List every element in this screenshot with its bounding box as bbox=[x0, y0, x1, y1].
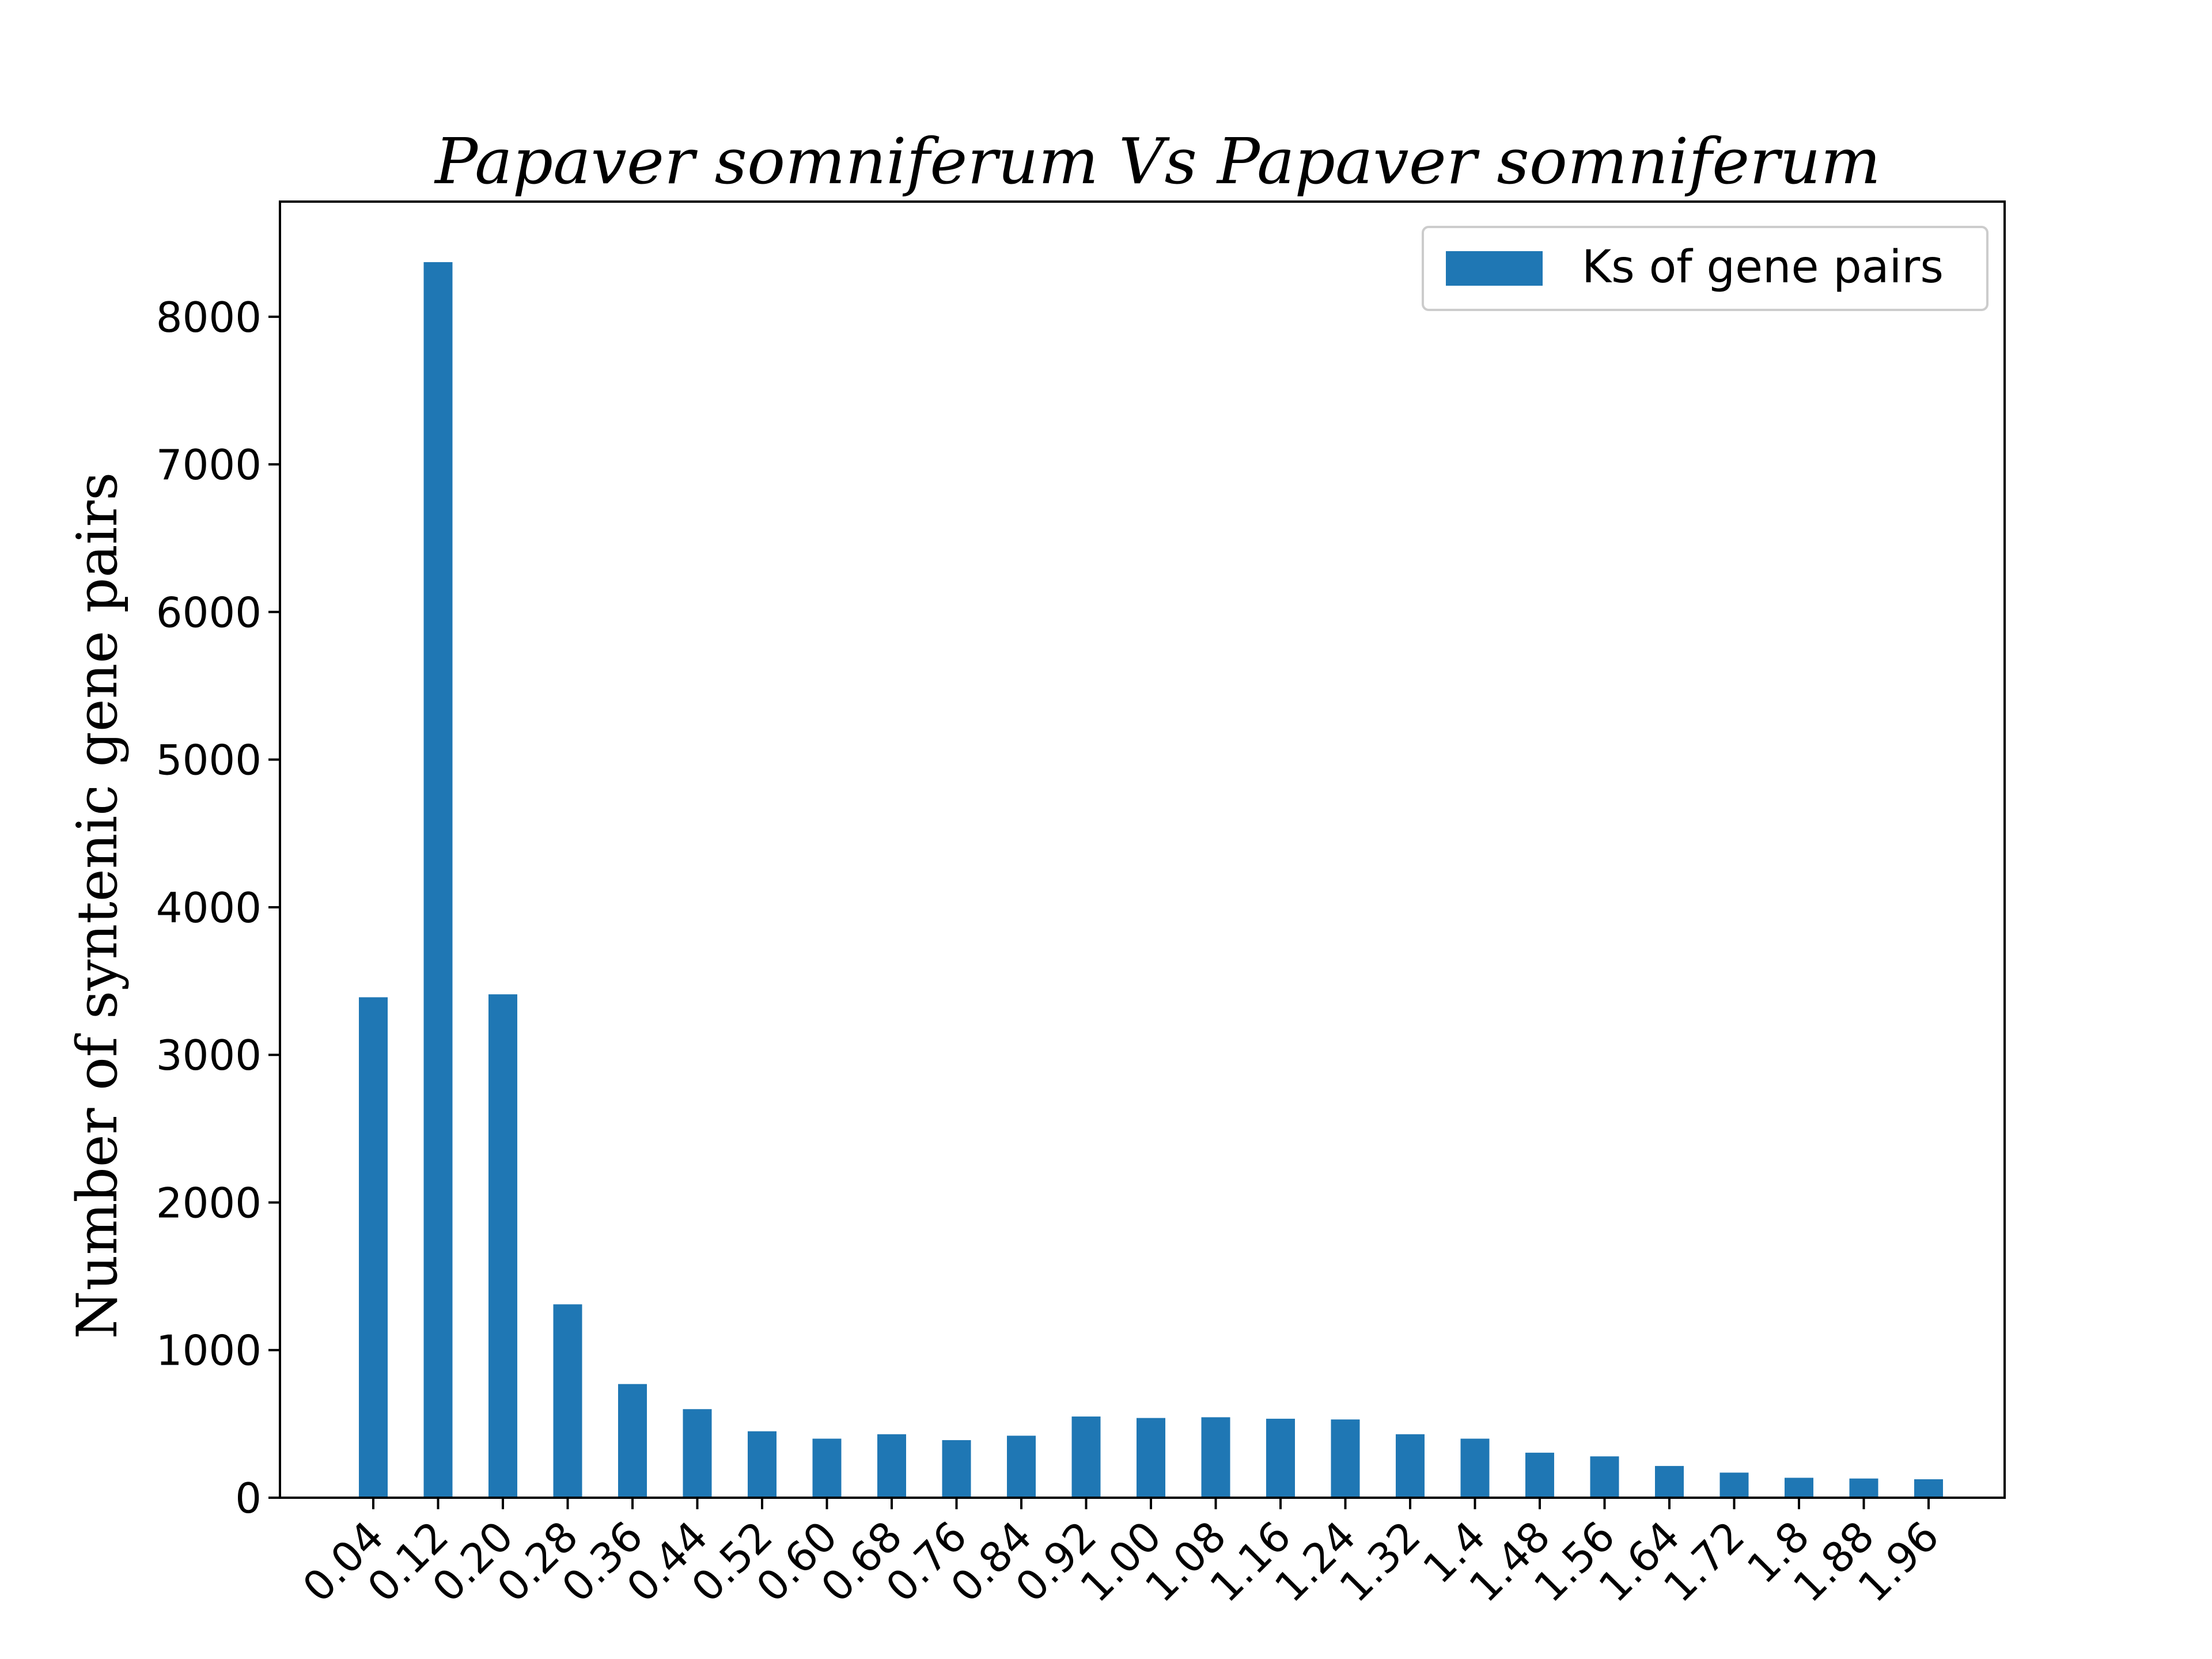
y-tick-label: 1000 bbox=[156, 1327, 262, 1375]
bar-1.72 bbox=[1719, 1472, 1749, 1498]
bar-0.60 bbox=[812, 1438, 842, 1498]
y-tick-label: 0 bbox=[235, 1474, 262, 1522]
bar-1.8 bbox=[1785, 1478, 1813, 1498]
legend-box bbox=[1422, 226, 1988, 311]
bar-1.88 bbox=[1849, 1478, 1878, 1498]
bar-0.84 bbox=[1007, 1435, 1036, 1498]
bar-1.16 bbox=[1266, 1418, 1295, 1498]
bar-0.76 bbox=[942, 1440, 971, 1498]
bar-1.4 bbox=[1460, 1438, 1490, 1498]
bar-0.28 bbox=[553, 1304, 582, 1498]
bar-1.08 bbox=[1201, 1417, 1230, 1498]
bar-0.36 bbox=[618, 1384, 647, 1498]
y-tick-label: 2000 bbox=[156, 1179, 262, 1227]
y-tick-label: 3000 bbox=[156, 1031, 262, 1080]
bar-0.20 bbox=[488, 994, 517, 1498]
y-axis-ticks: 0 1000 2000 3000 4000 5000 6000 7000 8000 bbox=[156, 293, 280, 1522]
y-tick-label: 5000 bbox=[156, 736, 262, 785]
y-axis-label: Number of syntenic gene pairs bbox=[65, 472, 130, 1339]
bar-0.12 bbox=[423, 262, 453, 1498]
legend-swatch bbox=[1446, 251, 1543, 286]
bar-0.68 bbox=[877, 1434, 906, 1498]
bar-1.64 bbox=[1655, 1465, 1684, 1498]
legend-label: Ks of gene pairs bbox=[1582, 241, 1944, 293]
y-tick-label: 6000 bbox=[156, 588, 262, 637]
bar-1.48 bbox=[1525, 1452, 1554, 1498]
y-tick-label: 8000 bbox=[156, 293, 262, 342]
bar-0.04 bbox=[359, 997, 388, 1498]
x-axis-ticks: 0.040.120.200.280.360.440.520.600.680.76… bbox=[293, 1498, 1948, 1611]
legend: Ks of gene pairs bbox=[1422, 226, 1988, 311]
bar-0.92 bbox=[1071, 1416, 1101, 1498]
bar-1.56 bbox=[1590, 1456, 1619, 1498]
bar-1.00 bbox=[1137, 1418, 1165, 1498]
plot-frame bbox=[279, 200, 2006, 1499]
bar-1.32 bbox=[1396, 1434, 1425, 1498]
bars bbox=[359, 262, 1943, 1498]
bar-1.24 bbox=[1331, 1419, 1360, 1498]
bar-0.44 bbox=[683, 1409, 712, 1498]
y-tick-label: 7000 bbox=[156, 441, 262, 489]
bar-1.96 bbox=[1914, 1479, 1943, 1498]
y-tick-label: 4000 bbox=[156, 884, 262, 932]
bar-0.52 bbox=[748, 1431, 777, 1498]
chart-title: Papaver somniferum Vs Papaver somniferum bbox=[434, 124, 1881, 198]
